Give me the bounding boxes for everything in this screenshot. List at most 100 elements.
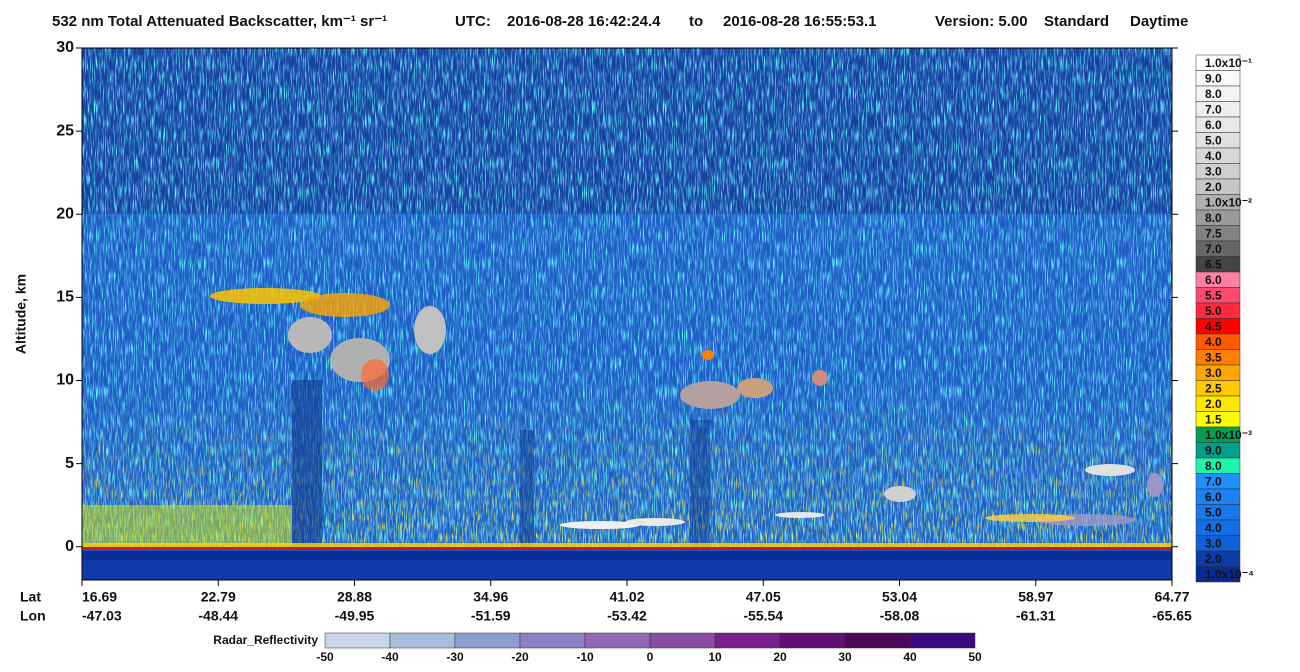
surface-return bbox=[82, 547, 1172, 550]
version: Version: 5.00 bbox=[935, 13, 1028, 30]
colorbar-cell bbox=[1195, 566, 1241, 583]
radar-tick-label: 20 bbox=[773, 650, 787, 664]
shadow bbox=[520, 430, 534, 550]
daylight: Daytime bbox=[1130, 13, 1188, 30]
header: 532 nm Total Attenuated Backscatter, km⁻… bbox=[52, 13, 1188, 30]
colorbar-label: 1.5 bbox=[1205, 412, 1222, 426]
cloud bbox=[1085, 464, 1135, 476]
y-axis-label: Altitude, km bbox=[13, 274, 29, 354]
radar-tick-label: -30 bbox=[446, 650, 464, 664]
colorbar-label: 8.0 bbox=[1205, 87, 1222, 101]
lon-value: -53.42 bbox=[607, 608, 647, 624]
colorbar-label: 2.0 bbox=[1205, 397, 1222, 411]
radar-cell bbox=[389, 632, 456, 649]
colorbar-label: 5.0 bbox=[1205, 505, 1222, 519]
y-tick-label: 0 bbox=[65, 538, 74, 555]
radar-tick-label: 0 bbox=[647, 650, 654, 664]
radar-cell bbox=[909, 632, 976, 649]
cloud bbox=[414, 306, 446, 354]
radar-tick-label: -10 bbox=[576, 650, 594, 664]
colorbar-label: 7.0 bbox=[1205, 102, 1222, 116]
colorbar-label: 3.0 bbox=[1205, 164, 1222, 178]
lon-value: -47.03 bbox=[82, 608, 122, 624]
end-time: 2016-08-28 16:55:53.1 bbox=[723, 13, 876, 30]
colorbar-label: 3.5 bbox=[1205, 350, 1222, 364]
colorbar-label: 8.0 bbox=[1205, 459, 1222, 473]
colorbar-label: 4.5 bbox=[1205, 319, 1222, 333]
y-tick-label: 5 bbox=[65, 455, 74, 472]
colorbar-label: 3.0 bbox=[1205, 366, 1222, 380]
lat-value: 16.69 bbox=[82, 589, 117, 605]
cloud bbox=[361, 359, 389, 391]
lon-value: -55.54 bbox=[743, 608, 783, 624]
lon-value: -51.59 bbox=[471, 608, 511, 624]
y-tick-label: 10 bbox=[56, 372, 74, 389]
lat-label: Lat bbox=[20, 589, 41, 605]
radar-cell bbox=[779, 632, 846, 649]
cloud bbox=[680, 381, 740, 409]
chart-title: 532 nm Total Attenuated Backscatter, km⁻… bbox=[52, 13, 387, 30]
lat-value: 34.96 bbox=[473, 589, 508, 605]
colorbar-label: 7.0 bbox=[1205, 474, 1222, 488]
radar-tick-label: -50 bbox=[316, 650, 334, 664]
cloud bbox=[625, 518, 685, 526]
colorbar-label: 6.5 bbox=[1205, 257, 1222, 271]
lat-value: 22.79 bbox=[201, 589, 236, 605]
colorbar-label: 1.0x10⁻³ bbox=[1205, 428, 1252, 442]
lon-value: -49.95 bbox=[335, 608, 375, 624]
colorbar-label: 3.0 bbox=[1205, 536, 1222, 550]
colorbar-label: 4.0 bbox=[1205, 335, 1222, 349]
colorbar-label: 6.0 bbox=[1205, 118, 1222, 132]
colorbar-label: 4.0 bbox=[1205, 149, 1222, 163]
to: to bbox=[689, 13, 703, 30]
radar-tick-label: -40 bbox=[381, 650, 399, 664]
radar-label: Radar_Reflectivity bbox=[213, 633, 318, 647]
lon-value: -61.31 bbox=[1016, 608, 1056, 624]
cloud bbox=[737, 378, 773, 398]
subsurface bbox=[82, 560, 1172, 580]
lon-label: Lon bbox=[20, 608, 46, 624]
radar-cell bbox=[714, 632, 781, 649]
lon-value: -48.44 bbox=[198, 608, 238, 624]
y-tick-label: 15 bbox=[56, 289, 74, 306]
cloud bbox=[288, 317, 332, 353]
lat-value: 53.04 bbox=[882, 589, 917, 605]
y-tick-label: 20 bbox=[56, 205, 74, 222]
radar-cell bbox=[519, 632, 586, 649]
colorbar-label: 9.0 bbox=[1205, 71, 1222, 85]
y-tick-label: 25 bbox=[56, 122, 74, 139]
shadow bbox=[690, 420, 710, 550]
radar-tick-label: 50 bbox=[968, 650, 982, 664]
lat-value: 47.05 bbox=[746, 589, 781, 605]
colorbar-label: 5.0 bbox=[1205, 133, 1222, 147]
lat-value: 41.02 bbox=[609, 589, 644, 605]
radar-cell bbox=[649, 632, 716, 649]
radar-cell bbox=[844, 632, 911, 649]
radar-tick-label: -20 bbox=[511, 650, 529, 664]
colorbar-label: 1.0x10⁻² bbox=[1205, 195, 1252, 209]
lat-value: 28.88 bbox=[337, 589, 372, 605]
backscatter-image bbox=[82, 48, 1172, 580]
lon-value: -58.08 bbox=[880, 608, 920, 624]
radar-tick-label: 30 bbox=[838, 650, 852, 664]
y-tick-label: 30 bbox=[56, 39, 74, 56]
cloud bbox=[300, 293, 390, 317]
radar-cell bbox=[584, 632, 651, 649]
radar-cell bbox=[324, 632, 391, 649]
colorbar-label: 2.0 bbox=[1205, 180, 1222, 194]
colorbar-label: 2.5 bbox=[1205, 381, 1222, 395]
cloud bbox=[985, 514, 1075, 522]
cloud bbox=[884, 486, 916, 502]
surface-layer bbox=[82, 543, 1172, 550]
utc-label: UTC: bbox=[455, 13, 491, 30]
colorbar-label: 5.5 bbox=[1205, 288, 1222, 302]
cloud bbox=[812, 370, 828, 386]
aerosol-layer bbox=[82, 505, 292, 545]
radar-cell bbox=[454, 632, 521, 649]
colorbar-label: 9.0 bbox=[1205, 443, 1222, 457]
colorbar-label: 5.0 bbox=[1205, 304, 1222, 318]
colorbar-label: 7.5 bbox=[1205, 226, 1222, 240]
colorbar-label: 2.0 bbox=[1205, 552, 1222, 566]
lat-value: 58.97 bbox=[1018, 589, 1053, 605]
